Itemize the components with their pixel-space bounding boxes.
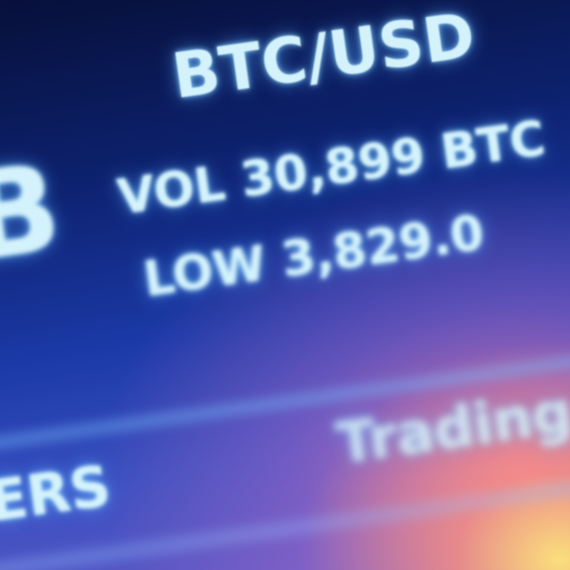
pair-label: BTC/USD [167, 0, 480, 113]
low-label: LOW 3,829.0 [140, 204, 488, 308]
partial-text: B [0, 138, 69, 289]
volume-label: VOL 30,899 BTC [114, 110, 549, 226]
partial-text: ERS [0, 453, 115, 535]
